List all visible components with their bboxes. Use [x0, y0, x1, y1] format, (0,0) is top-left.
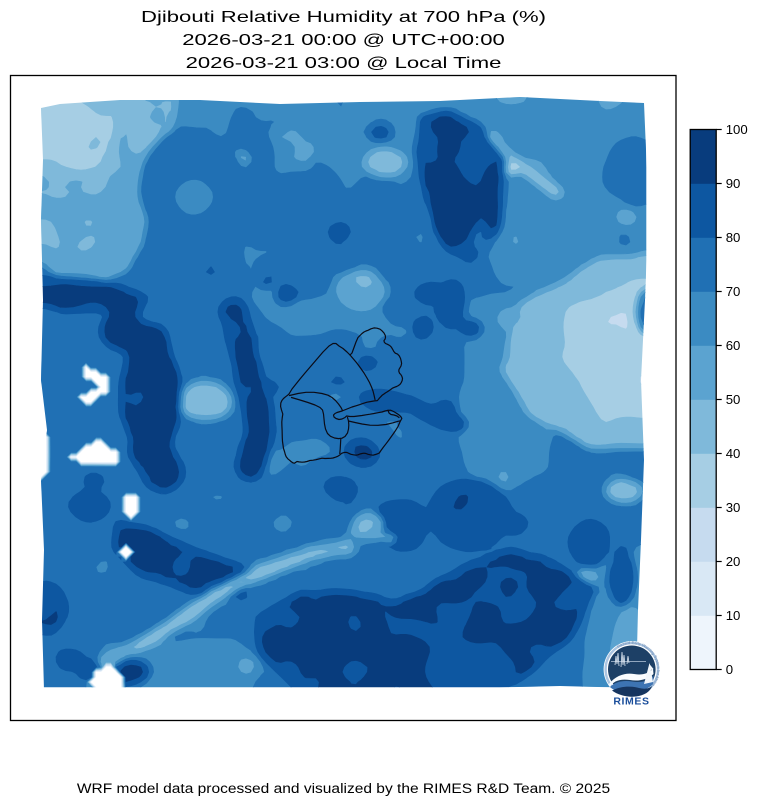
svg-text:20: 20	[726, 554, 741, 569]
svg-text:40: 40	[726, 446, 741, 461]
svg-text:60: 60	[726, 338, 741, 353]
svg-text:100: 100	[726, 122, 748, 137]
svg-text:80: 80	[726, 230, 741, 245]
svg-text:70: 70	[726, 284, 741, 299]
svg-text:10: 10	[726, 608, 741, 623]
svg-text:50: 50	[726, 392, 741, 407]
svg-text:0: 0	[726, 662, 733, 677]
svg-text:90: 90	[726, 176, 741, 191]
svg-text:30: 30	[726, 500, 741, 515]
svg-text:RIMES: RIMES	[613, 695, 649, 707]
